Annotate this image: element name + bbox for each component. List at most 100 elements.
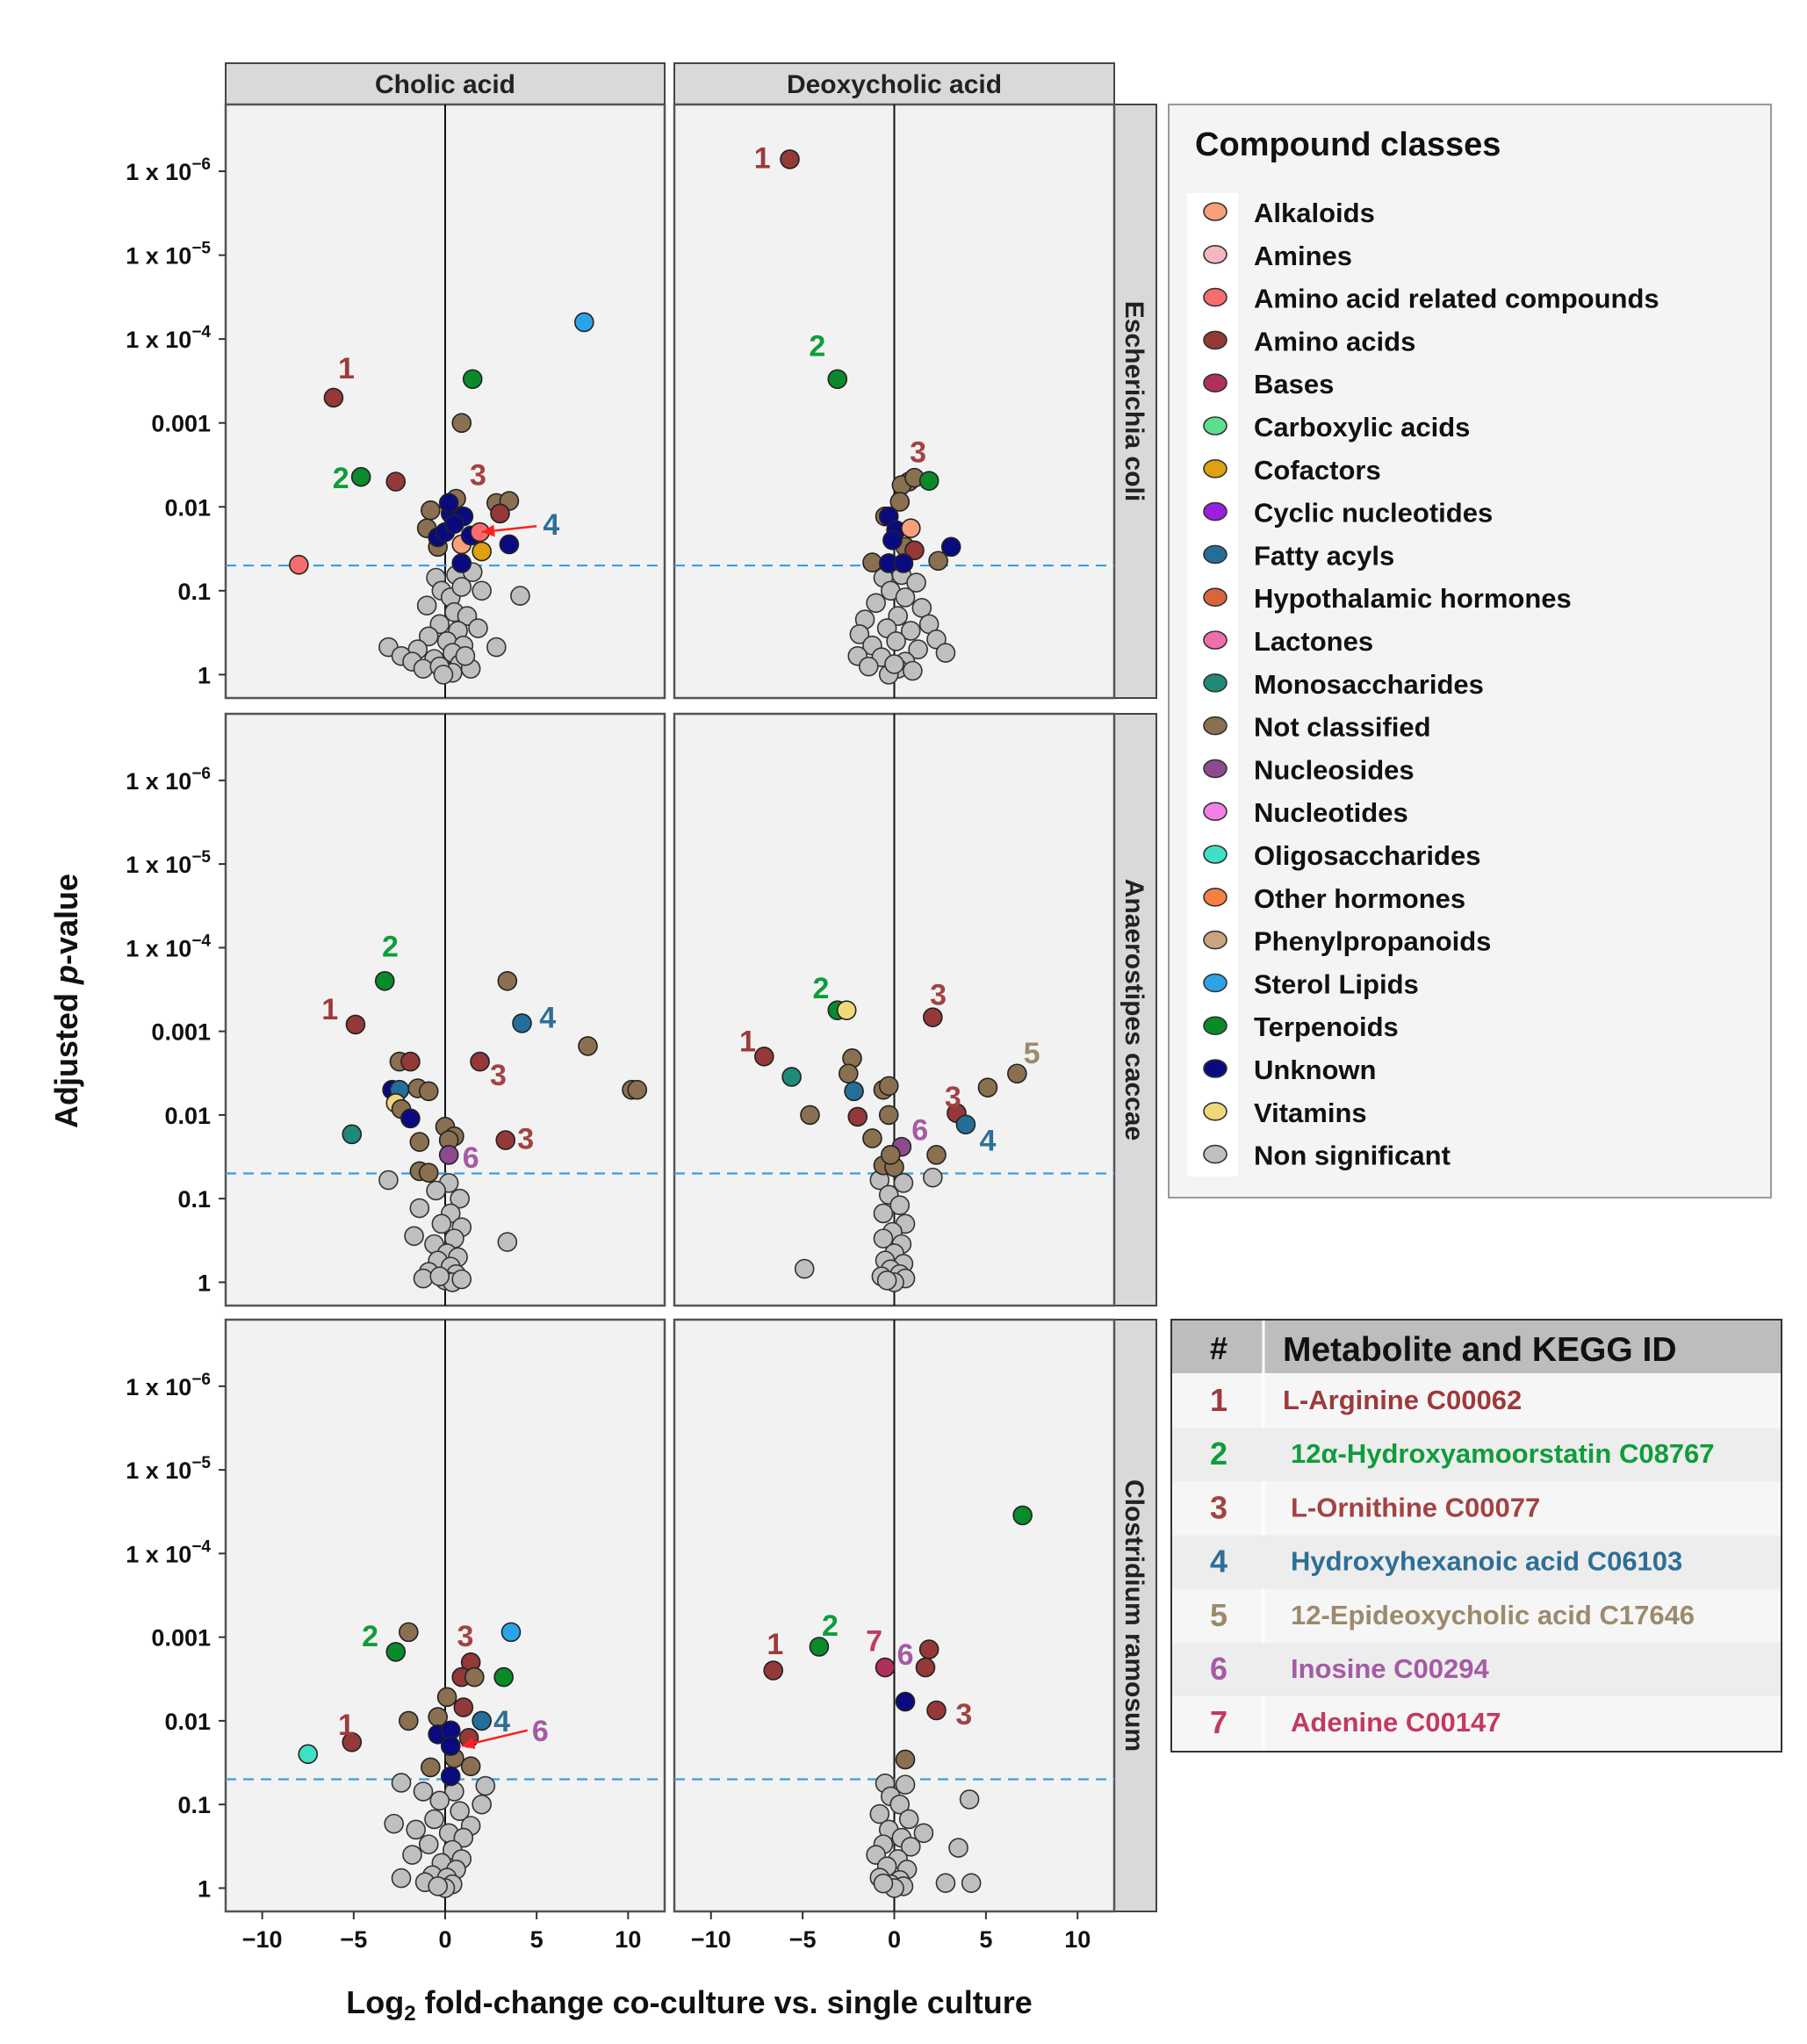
point-unknown (940, 536, 961, 558)
legend-key (1203, 330, 1227, 350)
point-non-significant (906, 572, 926, 593)
point-non-significant (429, 614, 450, 635)
point-non-significant (413, 1268, 434, 1289)
point-non-significant (849, 624, 870, 644)
point-non-significant (418, 1834, 439, 1854)
metabolite-label: 5 (1024, 1037, 1040, 1070)
point-non-significant (913, 1823, 934, 1844)
point-non-significant (903, 660, 923, 681)
point-terpenoids (809, 1637, 830, 1657)
y-tick-label: 0.01 (164, 1709, 211, 1735)
point-non-significant (450, 1188, 470, 1209)
point-non-significant (378, 1170, 399, 1191)
metabolite-label: 3 (955, 1698, 972, 1731)
metabolite-label: 1 (739, 1025, 756, 1058)
legend-label: Amino acids (1254, 326, 1415, 356)
point-amino-acids (453, 1697, 474, 1717)
point-non-significant (404, 1226, 424, 1247)
legend-label: Unknown (1254, 1054, 1377, 1085)
point-non-significant (900, 621, 921, 641)
table-row-number: 3 (1210, 1489, 1227, 1525)
legend-key (1203, 759, 1227, 779)
legend-key (1203, 587, 1227, 608)
point-non-significant (413, 659, 434, 679)
point-terpenoids (385, 1642, 407, 1662)
point-non-significant (406, 1819, 426, 1840)
point-non-significant (876, 1270, 897, 1291)
point-unknown (440, 1736, 461, 1756)
point-amino-acids (753, 1047, 774, 1067)
metabolite-label: 4 (980, 1125, 997, 1158)
legend-key (1203, 673, 1227, 693)
point-non-significant (497, 1232, 518, 1252)
point-non-significant (908, 639, 928, 659)
point-sterol-lipids (500, 1622, 522, 1643)
point-not-classified (418, 1081, 439, 1102)
point-amino-acids (780, 149, 800, 169)
legend-key (1203, 716, 1227, 736)
table-header-bg (1172, 1321, 1781, 1373)
table-row-bg (1172, 1535, 1781, 1589)
legend-key (1203, 458, 1227, 479)
legend-label: Cyclic nucleotides (1254, 498, 1493, 529)
y-tick-label: 0.1 (177, 1792, 211, 1818)
point-non-significant (451, 1269, 472, 1290)
y-tick-label: 0.001 (151, 1019, 211, 1046)
legend-label: Non significant (1254, 1141, 1451, 1171)
point-non-significant (895, 587, 916, 608)
legend-key (1203, 930, 1227, 950)
legend-key (1203, 1102, 1227, 1121)
point-non-significant (911, 598, 932, 618)
point-non-significant (391, 1868, 412, 1889)
point-non-significant (900, 1836, 921, 1857)
legend-key (1203, 501, 1227, 522)
point-not-classified (399, 1622, 419, 1643)
point-amino-acids (495, 1130, 516, 1150)
point-not-classified (421, 1757, 441, 1778)
metabolite-label: 2 (822, 1609, 839, 1643)
point-not-classified (418, 1162, 439, 1183)
metabolite-label: 6 (532, 1715, 549, 1748)
point-unknown (451, 553, 472, 573)
point-non-significant (884, 654, 904, 674)
row-strip (1113, 104, 1157, 699)
point-non-significant (948, 1838, 968, 1858)
point-amino-acids (345, 1014, 366, 1035)
point-amino-acids (923, 1007, 943, 1027)
point-not-classified (409, 1132, 430, 1152)
point-non-significant (418, 626, 439, 647)
legend-key (1203, 287, 1227, 307)
point-not-classified (926, 1145, 947, 1165)
point-non-significant (416, 595, 437, 615)
y-tick-label: 1 (198, 662, 211, 688)
point-amino-acids (847, 1106, 868, 1127)
point-non-significant (898, 1809, 919, 1830)
x-tick-label: 5 (530, 1926, 544, 1953)
legend-key (1203, 416, 1227, 435)
point-non-significant (486, 637, 507, 658)
legend-key (1203, 973, 1227, 993)
point-amino-acids (918, 1639, 939, 1659)
legend-label: Phenylpropanoids (1254, 926, 1491, 957)
panel-2-0 (224, 1318, 666, 1913)
point-oligosaccharides (298, 1744, 319, 1765)
point-non-significant (433, 665, 454, 685)
x-axis-title: Log2 fold-change co-culture vs. single c… (346, 1984, 1032, 2026)
table-row-name: Inosine C00294 (1291, 1653, 1489, 1684)
point-non-significant (873, 1203, 894, 1224)
point-non-significant (428, 1876, 448, 1896)
point-terpenoids (918, 471, 939, 491)
table-header: Metabolite and KEGG ID (1283, 1331, 1677, 1369)
point-not-classified (977, 1077, 998, 1098)
point-fatty-acyls (472, 1710, 492, 1731)
column-strip (225, 62, 666, 105)
point-non-significant (923, 1167, 943, 1188)
point-non-significant (510, 586, 530, 606)
point-non-significant (886, 631, 906, 651)
point-cofactors (472, 541, 492, 562)
metabolite-label: 1 (321, 993, 338, 1026)
x-tick-label: 10 (615, 1926, 641, 1953)
point-not-classified (399, 1710, 419, 1731)
metabolite-label: 1 (338, 1709, 355, 1742)
point-not-classified (878, 1105, 899, 1126)
